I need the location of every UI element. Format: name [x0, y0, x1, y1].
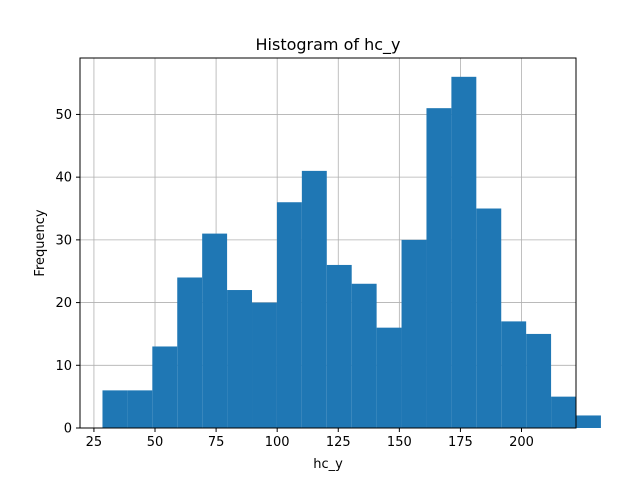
- histogram-bar: [102, 390, 128, 428]
- plot-frame: [79, 57, 577, 429]
- histogram-bar: [152, 346, 178, 428]
- histogram-bar: [301, 170, 327, 429]
- histogram-bar: [376, 327, 402, 428]
- histogram-bar: [276, 202, 302, 428]
- x-axis-label: hc_y: [313, 457, 343, 472]
- histogram-bar: [401, 239, 427, 428]
- histogram-bar: [426, 108, 452, 428]
- histogram-bar: [351, 283, 377, 428]
- x-tick-label: 25: [86, 435, 103, 450]
- x-tick-label: 50: [147, 435, 164, 450]
- x-tick-label: 100: [265, 435, 290, 450]
- histogram-bar: [127, 390, 153, 428]
- x-axis-ticks: 25 50 75 100 125 150 175 200: [86, 428, 534, 450]
- histogram-bar: [501, 321, 527, 428]
- y-axis-label: Frequency: [33, 209, 48, 276]
- x-tick-label: 75: [208, 435, 225, 450]
- histogram-bar: [551, 396, 576, 428]
- histogram-bar: [227, 290, 253, 428]
- y-tick-label: 30: [55, 233, 72, 248]
- histogram-bar: [526, 333, 552, 428]
- histogram-bar: [451, 76, 477, 428]
- histogram-bar: [476, 208, 502, 428]
- x-tick-label: 200: [509, 435, 534, 450]
- histogram-bar: [177, 277, 203, 428]
- y-tick-label: 0: [64, 422, 72, 437]
- y-tick-label: 50: [55, 108, 72, 123]
- histogram-bar: [202, 233, 228, 428]
- x-tick-label: 175: [448, 435, 473, 450]
- histogram-bar: [252, 302, 277, 428]
- histogram-bar: [576, 415, 601, 428]
- y-tick-label: 10: [55, 359, 72, 374]
- x-tick-label: 150: [387, 435, 412, 450]
- histogram-bars: [102, 76, 601, 429]
- y-tick-label: 20: [55, 296, 72, 311]
- y-axis-ticks: 0 10 20 30 40 50: [55, 108, 80, 437]
- histogram-bar: [326, 264, 352, 428]
- x-tick-label: 125: [326, 435, 351, 450]
- y-tick-label: 40: [55, 171, 72, 186]
- chart-title: Histogram of hc_y: [256, 35, 401, 55]
